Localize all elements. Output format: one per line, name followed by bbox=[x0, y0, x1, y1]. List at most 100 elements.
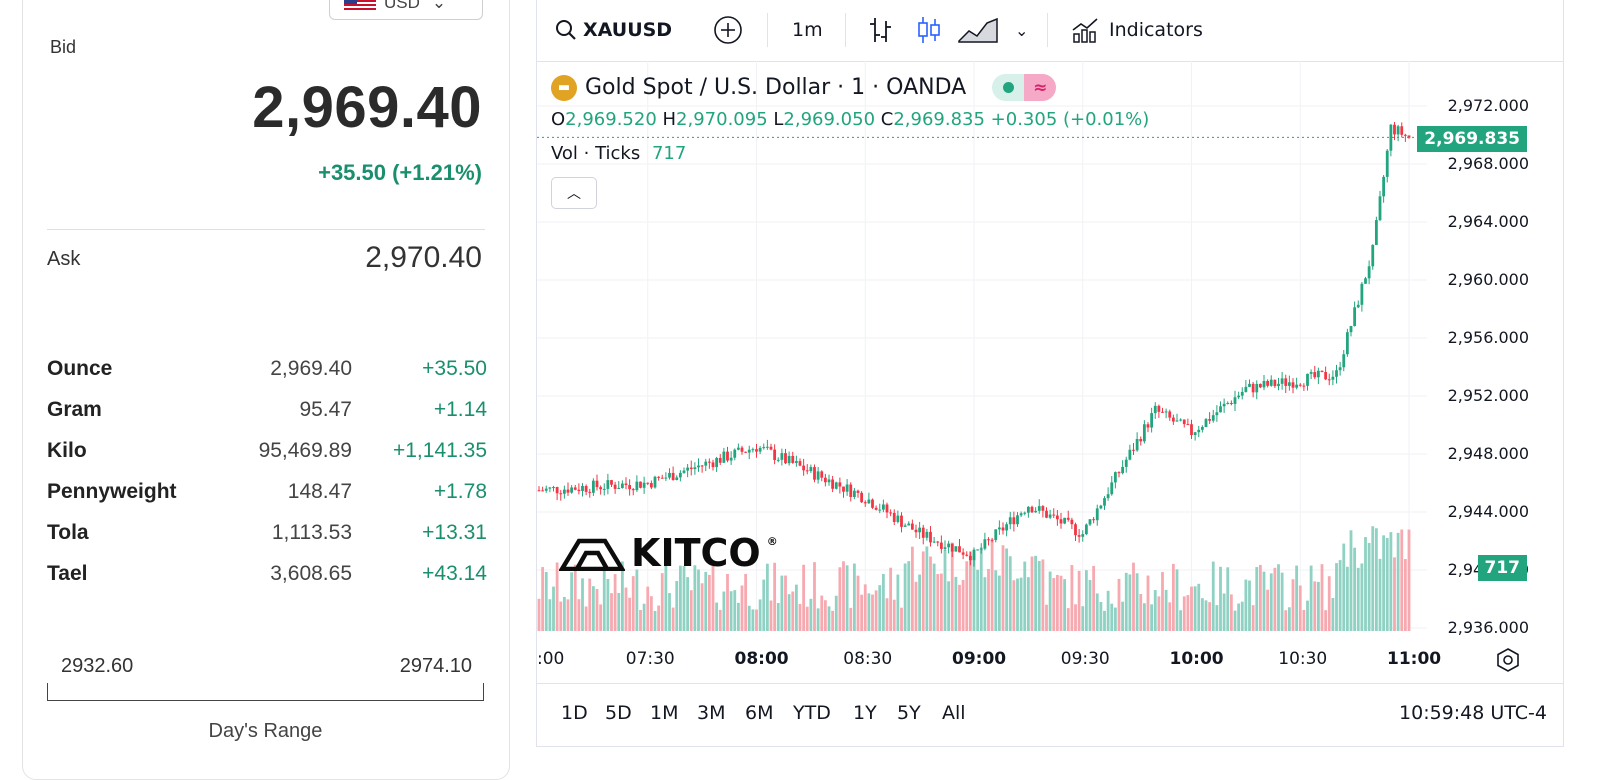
indicators-button[interactable]: Indicators bbox=[1071, 0, 1203, 61]
volume-bar bbox=[1175, 569, 1179, 631]
watermark-text: KITCO bbox=[631, 531, 761, 575]
candle-body bbox=[1168, 411, 1172, 418]
candle-body bbox=[849, 484, 853, 498]
unit-name: Tola bbox=[47, 520, 89, 544]
volume-bar bbox=[1237, 603, 1241, 631]
range-button-1y[interactable]: 1Y bbox=[853, 702, 877, 724]
volume-bar bbox=[747, 605, 751, 631]
volume-bar bbox=[718, 609, 722, 631]
candle-body bbox=[595, 480, 599, 488]
candle-body bbox=[1171, 417, 1175, 422]
candle-body bbox=[1211, 415, 1215, 421]
candle-body bbox=[1291, 382, 1295, 388]
candle-body bbox=[1389, 124, 1393, 151]
volume-bar bbox=[881, 574, 885, 631]
candle-body bbox=[918, 527, 922, 533]
currency-label: USD bbox=[384, 0, 420, 12]
range-button-1d[interactable]: 1D bbox=[561, 702, 588, 724]
volume-bar bbox=[740, 585, 744, 631]
range-button-6m[interactable]: 6M bbox=[745, 702, 774, 724]
volume-bar bbox=[1001, 545, 1005, 631]
volume-bar bbox=[624, 587, 628, 631]
candle-body bbox=[675, 477, 679, 481]
range-button-1m[interactable]: 1M bbox=[650, 702, 679, 724]
range-button-all[interactable]: All bbox=[942, 702, 966, 724]
candle-body bbox=[972, 549, 976, 561]
unit-change: +13.31 bbox=[422, 520, 487, 544]
volume-bar bbox=[1385, 537, 1389, 631]
candle-body bbox=[1099, 505, 1103, 509]
candle-body bbox=[588, 491, 592, 493]
candle-body bbox=[1367, 266, 1371, 279]
candle-body bbox=[1052, 514, 1056, 516]
volume-bar bbox=[838, 567, 842, 631]
candle-body bbox=[664, 477, 668, 479]
chart-type-dropdown[interactable]: ⌄ bbox=[1015, 0, 1028, 61]
candle-body bbox=[881, 504, 885, 510]
candle-body bbox=[1316, 370, 1320, 378]
volume-bar bbox=[1277, 564, 1280, 631]
candle-body bbox=[1139, 439, 1143, 442]
volume-bar bbox=[1106, 590, 1110, 631]
volume-bar bbox=[678, 565, 682, 631]
chart-settings-button[interactable] bbox=[1495, 647, 1521, 678]
market-open-icon bbox=[1002, 82, 1014, 93]
market-status-pill[interactable]: ≈ bbox=[992, 74, 1057, 101]
volume-bar bbox=[1142, 603, 1146, 631]
ohlc-readout: O2,969.520 H2,970.095 L2,969.050 C2,969.… bbox=[551, 109, 1150, 130]
volume-bar bbox=[994, 570, 998, 631]
candle-body bbox=[1295, 384, 1299, 388]
candle-body bbox=[1364, 278, 1367, 284]
range-button-5d[interactable]: 5D bbox=[605, 702, 632, 724]
volume-bar bbox=[1400, 529, 1404, 631]
time-axis-label: :00 bbox=[537, 649, 565, 669]
volume-bar bbox=[722, 591, 726, 631]
volume-bar bbox=[1407, 529, 1411, 631]
candle-body bbox=[780, 453, 784, 460]
interval-button[interactable]: 1m bbox=[792, 19, 823, 41]
collapse-legend-button[interactable]: ︿ bbox=[551, 177, 597, 209]
candle-body bbox=[758, 447, 762, 452]
volume-bar bbox=[1393, 557, 1396, 631]
volume-bar bbox=[968, 551, 972, 631]
candle-body bbox=[733, 449, 737, 458]
candle-body bbox=[678, 472, 682, 478]
candle-body bbox=[907, 523, 911, 526]
candle-body bbox=[1327, 379, 1331, 381]
candle-body bbox=[646, 482, 650, 484]
candle-body bbox=[914, 529, 918, 533]
range-button-5y[interactable]: 5Y bbox=[897, 702, 921, 724]
volume-bar bbox=[1360, 563, 1364, 631]
volume-bar bbox=[1316, 581, 1320, 631]
volume-bar bbox=[1200, 598, 1204, 631]
volume-bar bbox=[628, 597, 632, 631]
unit-name: Gram bbox=[47, 397, 102, 421]
symbol-search-button[interactable]: XAUUSD bbox=[555, 0, 672, 61]
range-button-3m[interactable]: 3M bbox=[697, 702, 726, 724]
candle-body bbox=[548, 487, 552, 489]
candle-body bbox=[722, 451, 726, 463]
candle-body bbox=[1335, 370, 1338, 377]
table-row: Ounce 2,969.40 +35.50 bbox=[47, 348, 487, 389]
candle-body bbox=[874, 507, 878, 510]
candle-chart-type-button[interactable] bbox=[915, 0, 943, 61]
volume-bar bbox=[769, 600, 773, 631]
price-axis-label: 2,952.000 bbox=[1447, 386, 1529, 405]
candle-body bbox=[736, 447, 740, 450]
volume-bar bbox=[871, 594, 874, 631]
candle-body bbox=[1077, 535, 1081, 537]
volume-bar bbox=[787, 594, 791, 631]
price-chart[interactable] bbox=[537, 61, 1563, 685]
candle-body bbox=[718, 457, 722, 463]
volume-label: Vol · Ticks bbox=[551, 143, 641, 164]
candle-body bbox=[961, 552, 965, 555]
area-chart-type-button[interactable] bbox=[957, 0, 999, 61]
volume-bar bbox=[711, 561, 715, 631]
currency-select[interactable]: USD ⌄ bbox=[329, 0, 483, 20]
day-range-label: Day's Range bbox=[208, 720, 323, 742]
range-button-ytd[interactable]: YTD bbox=[793, 702, 831, 724]
unit-price: 1,113.53 bbox=[271, 520, 352, 544]
compare-button[interactable] bbox=[713, 0, 743, 61]
candle-body bbox=[1258, 383, 1262, 388]
bar-chart-type-button[interactable] bbox=[867, 0, 895, 61]
